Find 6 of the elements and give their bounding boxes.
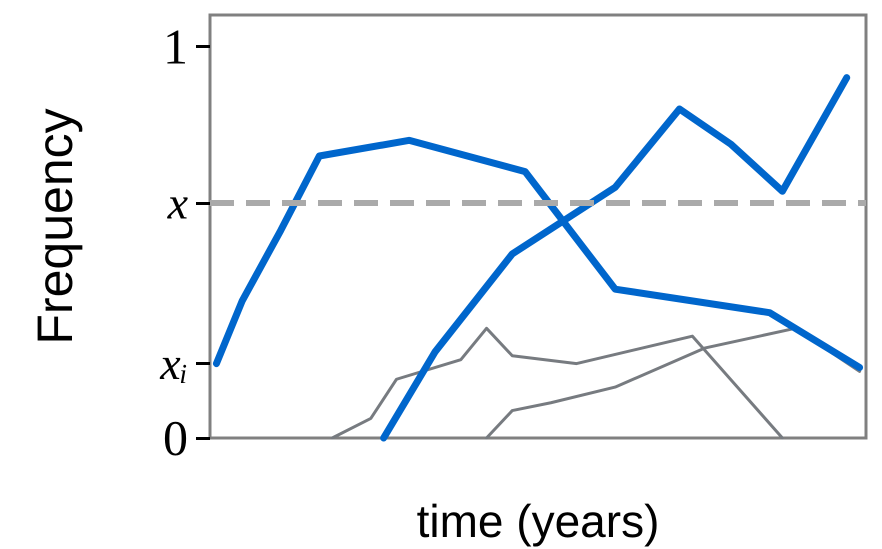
- x-axis-title: time (years): [416, 495, 660, 547]
- y-tick-label: 0: [163, 410, 188, 466]
- y-tick-label: x: [166, 178, 189, 228]
- y-tick-label: 1: [163, 18, 188, 74]
- y-tick-label: xᵢ: [159, 338, 188, 390]
- y-axis-title: Frequency: [27, 108, 83, 345]
